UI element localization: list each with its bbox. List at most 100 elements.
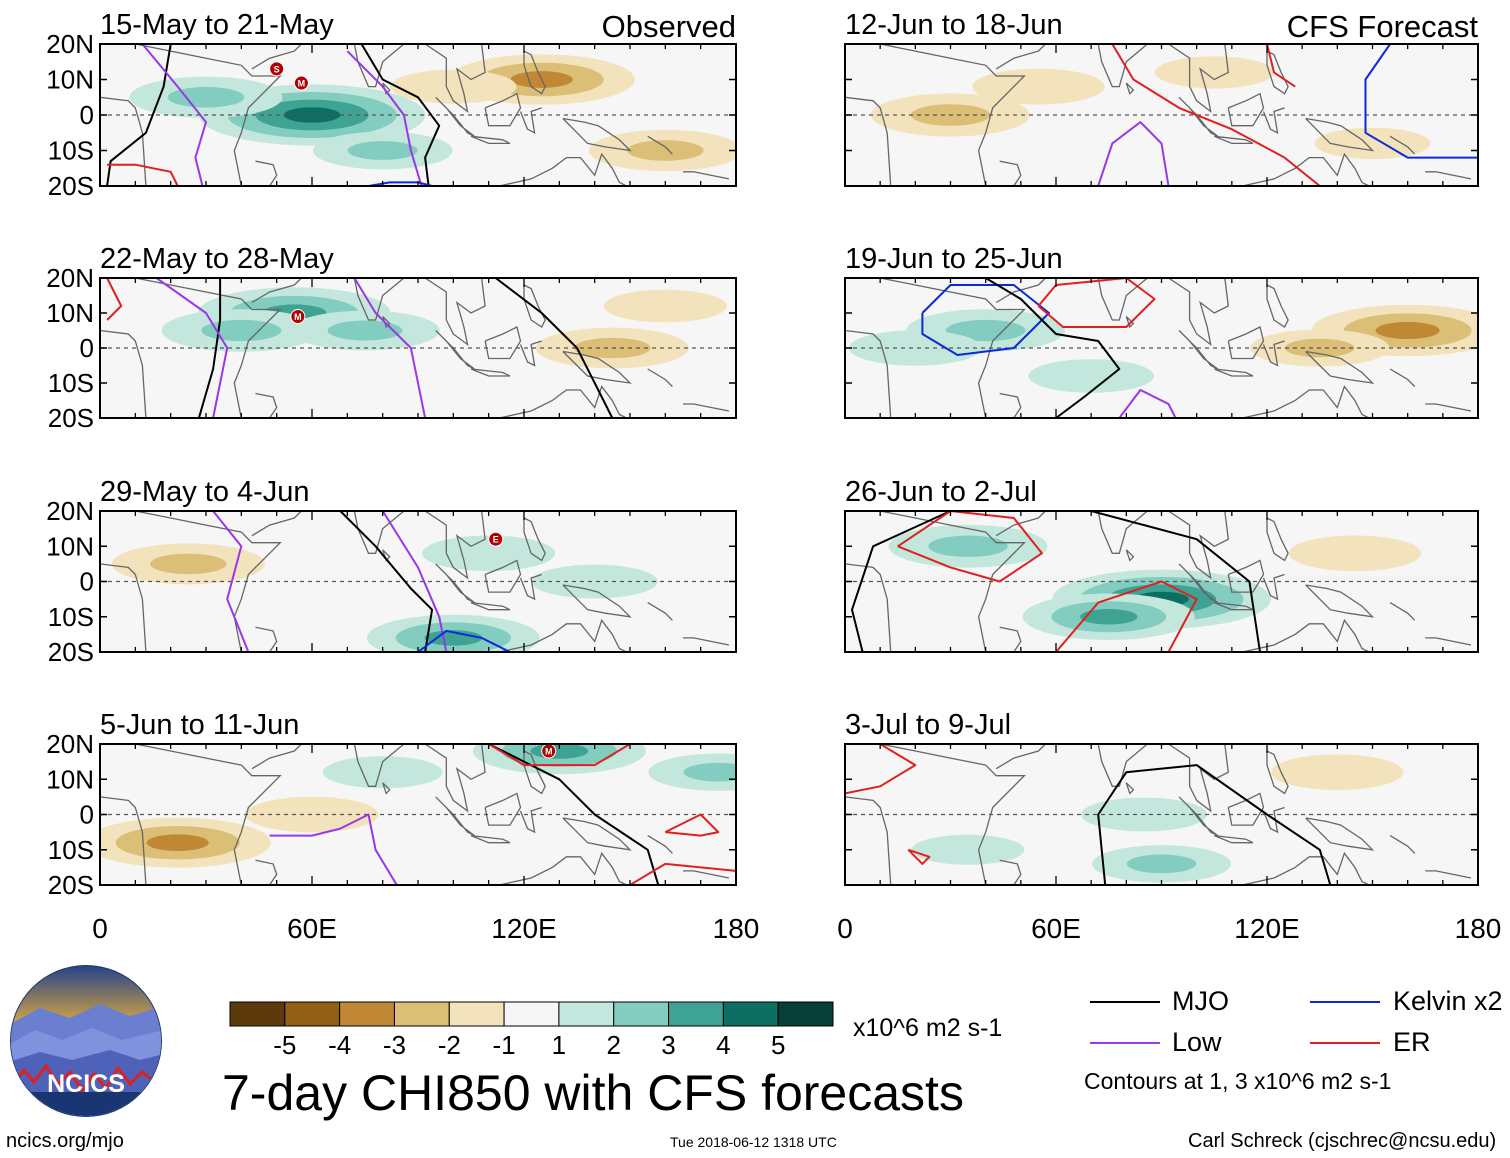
coastline-9 xyxy=(1227,326,1265,360)
coastline-11 xyxy=(523,517,546,562)
legend-label-er: ER xyxy=(1393,1027,1431,1057)
coastline-4 xyxy=(353,744,406,787)
y-tick-label: 10N xyxy=(46,65,94,95)
coastline-16 xyxy=(683,403,730,412)
er-contour-3 xyxy=(907,848,931,865)
coastline-2 xyxy=(845,796,892,885)
storm-marker-1: M xyxy=(541,744,557,759)
low-contour-3 xyxy=(155,278,229,418)
mjo-contour-1 xyxy=(1097,764,1332,885)
panel-title: 19-Jun to 25-Jun xyxy=(845,243,1063,275)
colorbar-bin-4 xyxy=(393,1001,450,1027)
coastline-14 xyxy=(255,859,278,885)
colorbar-bin-2 xyxy=(284,1001,341,1027)
coastline-9 xyxy=(484,792,522,826)
coastline-8 xyxy=(1214,135,1254,145)
y-tick-label: 10N xyxy=(46,531,94,561)
site-url[interactable]: ncics.org/mjo xyxy=(6,1130,124,1152)
anomaly-3-level-1 xyxy=(1271,754,1404,790)
y-tick-label: 20S xyxy=(48,403,94,433)
coastline-1 xyxy=(845,744,1026,885)
coastline-9 xyxy=(484,326,522,360)
storm-symbol: E xyxy=(493,535,499,545)
kelvin-contour-1 xyxy=(921,284,1050,356)
anomaly-5-level-1 xyxy=(322,756,443,789)
coastline-10 xyxy=(1262,340,1285,367)
mjo-contour-2 xyxy=(360,44,441,186)
storm-marker-2: M xyxy=(293,75,309,91)
colorbar-label: 4 xyxy=(716,1030,730,1060)
coastline-2 xyxy=(100,563,147,652)
coastline-8 xyxy=(470,135,511,145)
coastline-1 xyxy=(845,44,1026,186)
coastline-3 xyxy=(251,744,303,770)
y-tick-label: 20N xyxy=(46,496,94,526)
coastline-15 xyxy=(647,135,673,155)
storm-symbol: M xyxy=(545,747,553,757)
colorbar-label: -1 xyxy=(493,1030,516,1060)
coastline-11 xyxy=(1266,284,1289,328)
y-tick-label: 20N xyxy=(46,29,94,59)
colorbar: -5 -4 -3 -2 -1 1 2 3 4 5 xyxy=(229,1001,834,1060)
y-tick-label: 10N xyxy=(46,298,94,328)
coastline-16 xyxy=(683,171,730,180)
coastline-14 xyxy=(999,859,1022,885)
er-contour-5 xyxy=(106,278,123,321)
colorbar-units: x10^6 m2 s-1 xyxy=(853,1014,1003,1042)
coastline-13 xyxy=(499,618,627,652)
anomaly-3-level-3 xyxy=(424,630,483,646)
mjo-contour-1 xyxy=(339,511,434,652)
coastline-16 xyxy=(1425,403,1472,412)
coastline-15 xyxy=(1389,835,1416,854)
coastline-6 xyxy=(1168,44,1230,114)
coastline-10 xyxy=(1262,107,1285,134)
low-contour-2 xyxy=(212,511,312,652)
coastline-3 xyxy=(995,44,1047,70)
panel-6: 26-Jun to 2-Jul xyxy=(844,476,1479,653)
colorbar-label: -4 xyxy=(328,1030,351,1060)
coastline-12 xyxy=(562,350,632,384)
anomaly-5-level-1 xyxy=(603,289,727,323)
er-contour-5 xyxy=(107,163,179,186)
coastline-14 xyxy=(255,392,278,418)
legend-label-mjo: MJO xyxy=(1172,986,1229,1016)
low-contour-4 xyxy=(1118,389,1177,418)
x-tick-label: 60E xyxy=(1031,913,1081,944)
storm-icon xyxy=(290,309,306,324)
mjo-contour-1 xyxy=(851,511,1261,652)
coastline-14 xyxy=(255,626,278,652)
coastline-11 xyxy=(523,50,546,95)
coastline-13 xyxy=(499,385,627,418)
er-contour-1 xyxy=(1111,44,1321,186)
coastline-11 xyxy=(1266,750,1289,795)
y-tick-label: 20S xyxy=(48,171,94,201)
panel-2: 12-Jun to 18-Jun CFS Forecast xyxy=(844,9,1479,187)
coastline-14 xyxy=(999,392,1022,418)
anomaly-4-level-1 xyxy=(531,564,658,599)
x-tick-label: 60E xyxy=(287,913,337,944)
coastline-3 xyxy=(995,511,1047,537)
anomaly-4-level-1 xyxy=(911,834,1025,865)
coastline-6 xyxy=(424,744,486,813)
low-contour-5 xyxy=(269,813,398,885)
coastline-15 xyxy=(1389,602,1416,621)
coastline-5 xyxy=(1125,82,1135,95)
coastline-11 xyxy=(523,284,546,328)
mjo-contour-3 xyxy=(985,278,1121,418)
er-contour-2 xyxy=(1266,44,1296,88)
author-credit: Carl Schreck (cjschrec@ncsu.edu) xyxy=(1188,1130,1497,1152)
panel-4: 19-Jun to 25-Jun xyxy=(844,243,1479,419)
kelvin-contour-6 xyxy=(368,181,433,186)
low-contour-4 xyxy=(353,278,427,418)
coastline-12 xyxy=(1305,817,1375,851)
coastline-1 xyxy=(100,44,282,186)
coastline-8 xyxy=(1214,834,1254,844)
colorbar-bin-1 xyxy=(229,1001,286,1027)
coastline-1 xyxy=(845,278,1026,418)
coastline-2 xyxy=(845,96,892,186)
y-tick-label: 20N xyxy=(46,729,94,759)
coastline-11 xyxy=(1266,517,1289,562)
coastline-6 xyxy=(1168,278,1230,347)
coastline-2 xyxy=(845,563,892,652)
coastline-1 xyxy=(845,511,1026,652)
